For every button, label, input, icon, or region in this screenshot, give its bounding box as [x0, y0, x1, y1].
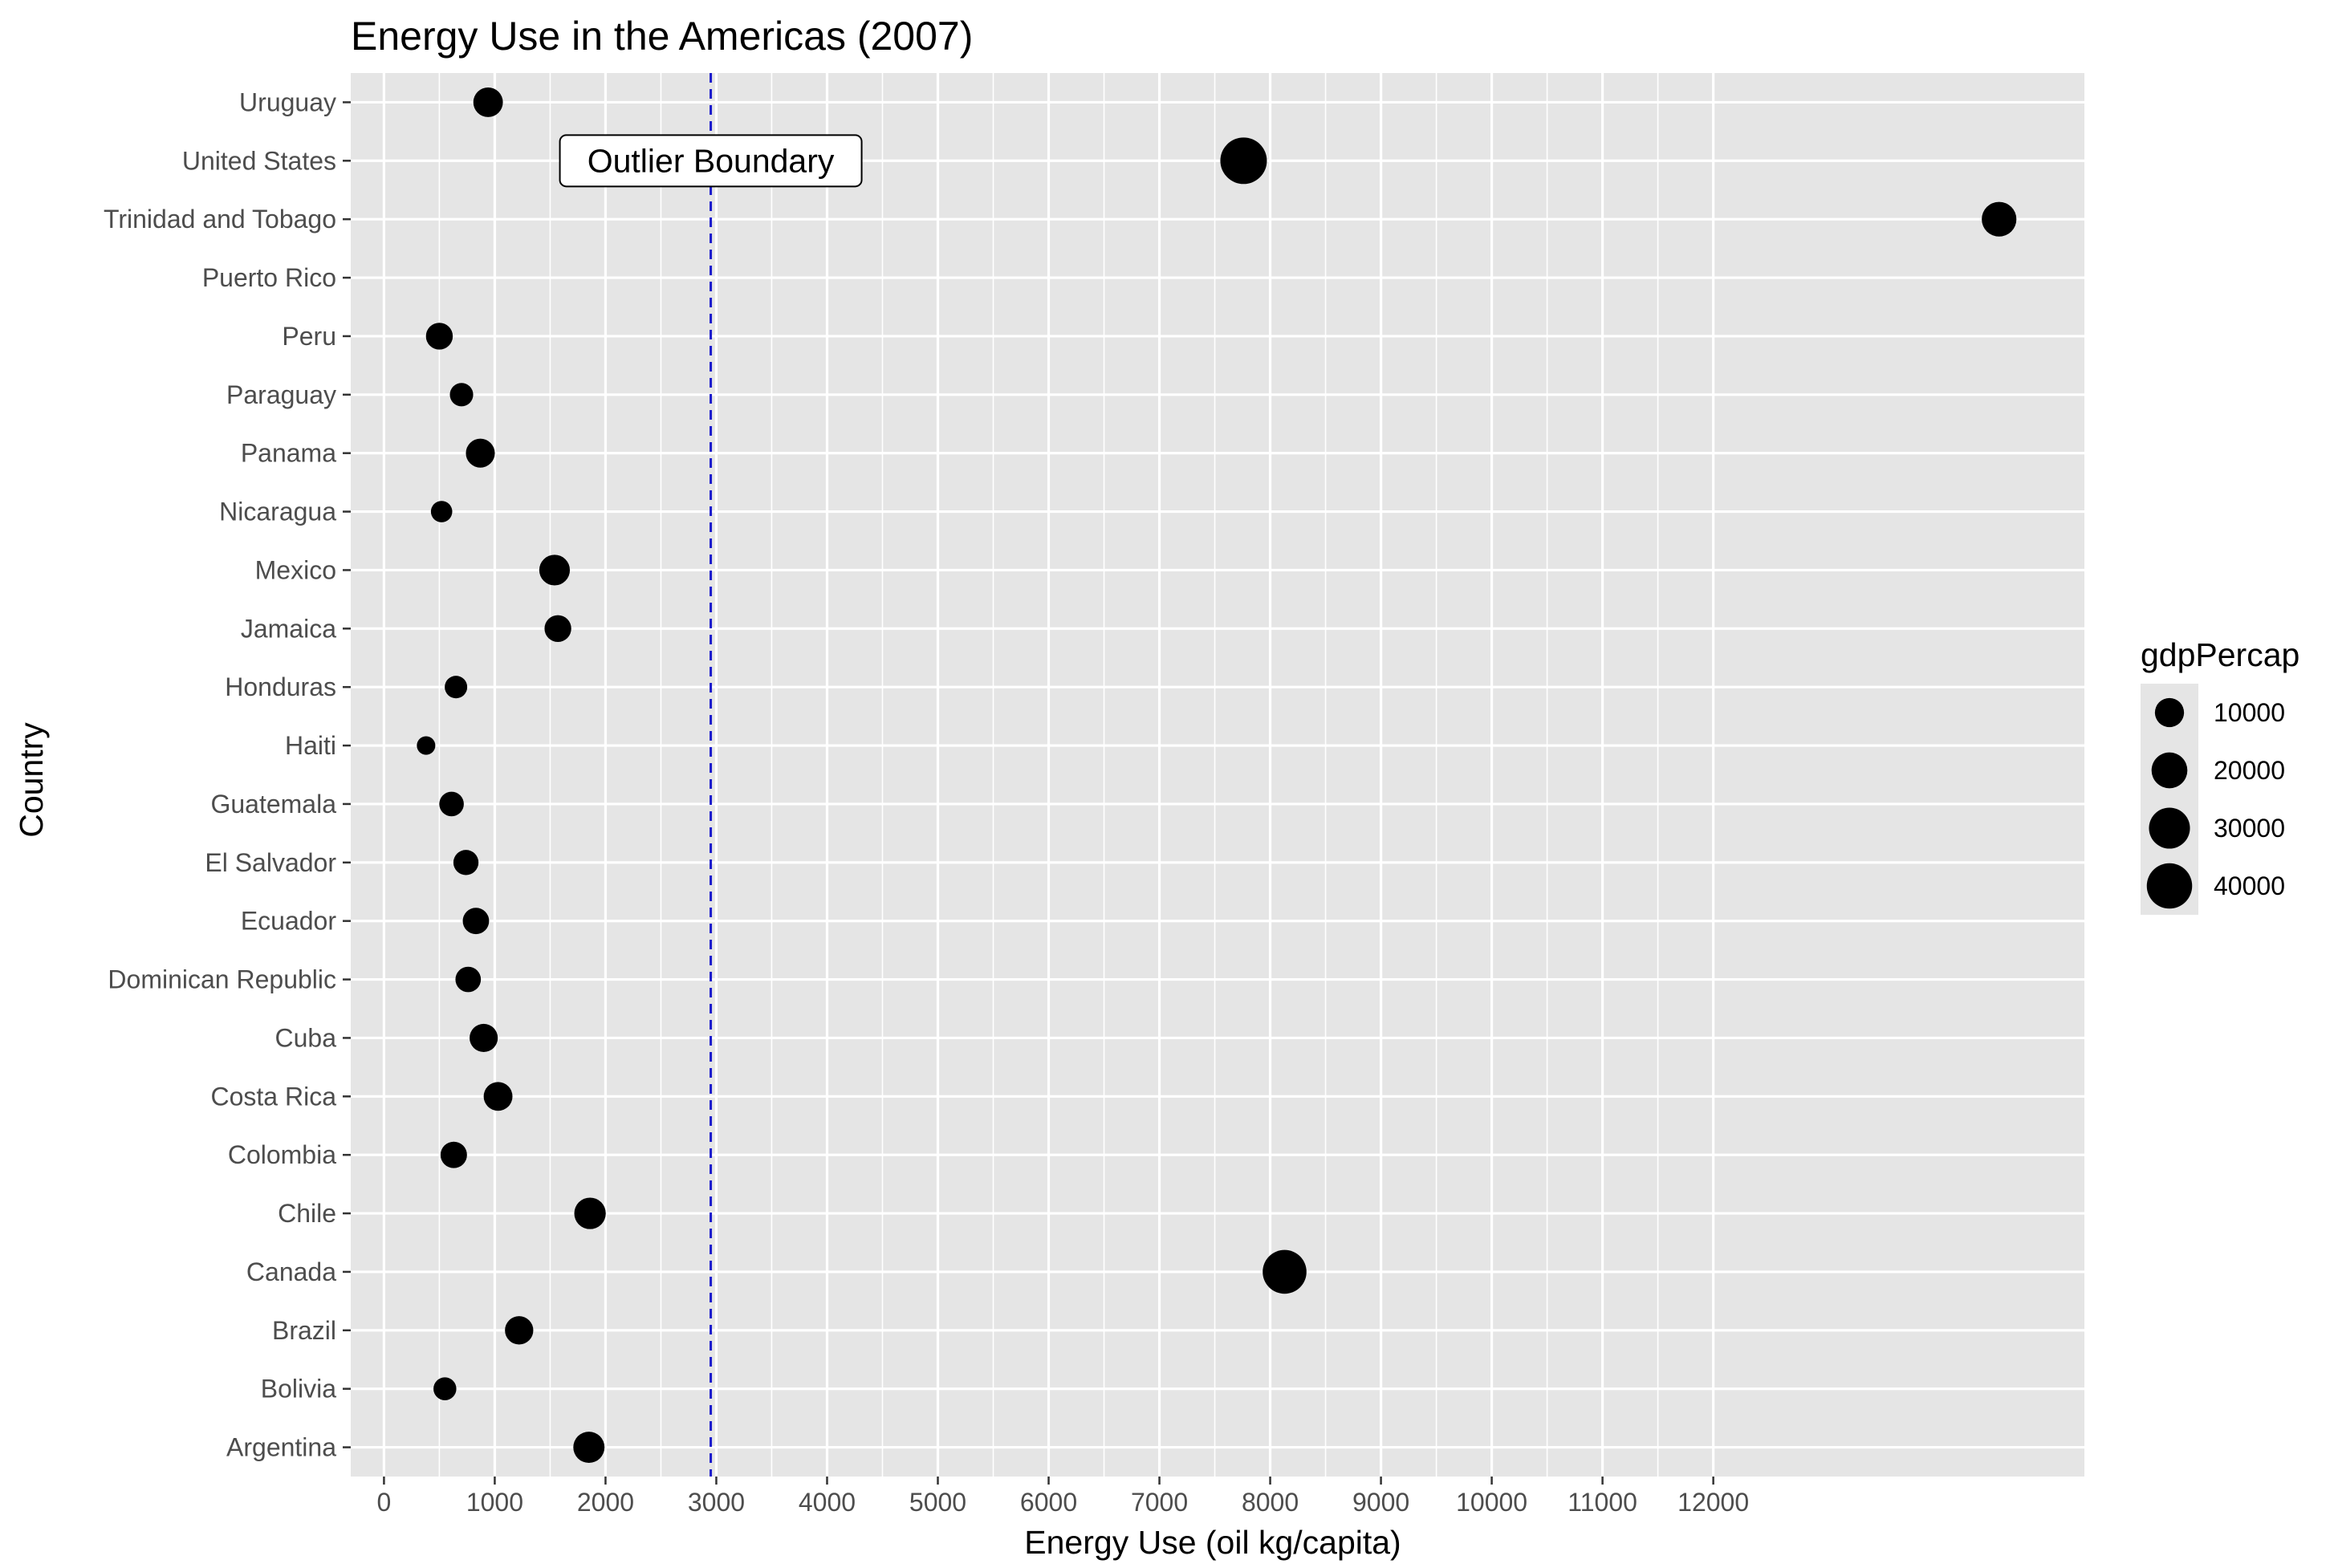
y-tick-label: Cuba [275, 1023, 337, 1052]
y-tick-label: Haiti [285, 731, 336, 760]
y-tick-label: Mexico [255, 555, 336, 584]
x-tick-label: 8000 [1242, 1488, 1299, 1517]
data-point [425, 323, 453, 350]
y-tick-label: Brazil [272, 1316, 336, 1345]
x-tick-label: 2000 [577, 1488, 634, 1517]
y-tick-label: Canada [246, 1257, 336, 1286]
legend-symbol [2146, 863, 2193, 909]
y-tick-label: Chile [278, 1199, 336, 1228]
x-tick-label: 10000 [1456, 1488, 1527, 1517]
x-tick-label: 12000 [1677, 1488, 1749, 1517]
y-tick-label: United States [182, 146, 336, 175]
legend-title: gdpPercap [2141, 636, 2299, 673]
y-tick-label: Argentina [226, 1433, 336, 1462]
x-tick-label: 1000 [466, 1488, 523, 1517]
data-point [574, 1197, 606, 1229]
data-point [1982, 201, 2017, 237]
data-point [505, 1316, 534, 1345]
x-axis-title: Energy Use (oil kg/capita) [1024, 1524, 1401, 1561]
outlier-boundary-annotation: Outlier Boundary [559, 134, 863, 188]
data-point [449, 383, 474, 407]
legend-label: 40000 [2214, 871, 2285, 900]
x-tick-label: 0 [377, 1488, 392, 1517]
data-point [466, 438, 495, 468]
y-tick-label: Bolivia [261, 1375, 336, 1403]
y-tick-label: Puerto Rico [202, 263, 336, 292]
data-point [455, 966, 482, 993]
legend: gdpPercap 10000 20000 30000 40000 [2141, 636, 2299, 915]
y-tick-label: Dominican Republic [108, 965, 336, 994]
y-axis-title: Country [13, 722, 50, 838]
chart-title: Energy Use in the Americas (2007) [351, 14, 973, 59]
x-tick-label: 7000 [1131, 1488, 1188, 1517]
y-tick-label: Nicaragua [219, 498, 336, 526]
legend-label: 20000 [2214, 756, 2285, 785]
data-point [539, 554, 571, 586]
y-tick-label: Ecuador [241, 907, 337, 936]
annotation-box [559, 134, 863, 188]
annotation-label: Outlier Boundary [588, 142, 835, 179]
y-tick-label: Guatemala [210, 790, 336, 819]
data-point [417, 736, 436, 755]
x-axis: 0 1000 2000 3000 4000 5000 6000 7000 8000 9000 100… [377, 1477, 1749, 1517]
data-points [417, 87, 2017, 1464]
data-point [440, 1141, 467, 1168]
y-tick-label: Uruguay [239, 87, 336, 116]
data-point [1220, 137, 1267, 185]
legend-label: 10000 [2214, 698, 2285, 727]
y-tick-label: Colombia [228, 1140, 336, 1169]
x-tick-label: 6000 [1020, 1488, 1077, 1517]
x-tick-label: 9000 [1352, 1488, 1409, 1517]
major-gridlines [351, 73, 2084, 1477]
data-point [462, 908, 490, 935]
y-tick-label: Peru [282, 322, 336, 351]
y-tick-label: Paraguay [226, 380, 336, 409]
data-point [1263, 1249, 1307, 1294]
y-tick-label: Costa Rica [211, 1082, 337, 1111]
data-point [573, 1432, 605, 1464]
minor-gridlines [438, 73, 1659, 1477]
x-tick-label: 11000 [1568, 1488, 1637, 1517]
legend-symbol [2149, 807, 2190, 849]
y-axis: Argentina Bolivia Brazil Canada Chile Colombi… [104, 87, 351, 1462]
data-point [470, 1023, 498, 1053]
data-point [544, 615, 571, 642]
plot-panel [351, 73, 2084, 1477]
legend-symbol [2154, 697, 2185, 728]
data-point [439, 791, 464, 817]
y-tick-label: El Salvador [205, 848, 336, 877]
y-tick-label: Jamaica [241, 614, 336, 643]
y-tick-label: Panama [241, 439, 336, 468]
y-tick-label: Honduras [225, 672, 336, 701]
data-point [430, 501, 453, 522]
y-tick-label: Trinidad and Tobago [104, 205, 336, 234]
x-tick-label: 5000 [909, 1488, 966, 1517]
data-point [433, 1377, 457, 1400]
data-point [483, 1082, 513, 1111]
data-point [453, 850, 479, 875]
data-point [473, 87, 503, 117]
legend-label: 30000 [2214, 814, 2285, 843]
x-tick-label: 3000 [688, 1488, 745, 1517]
data-point [445, 676, 468, 699]
legend-symbol [2151, 752, 2188, 789]
x-tick-label: 4000 [799, 1488, 856, 1517]
